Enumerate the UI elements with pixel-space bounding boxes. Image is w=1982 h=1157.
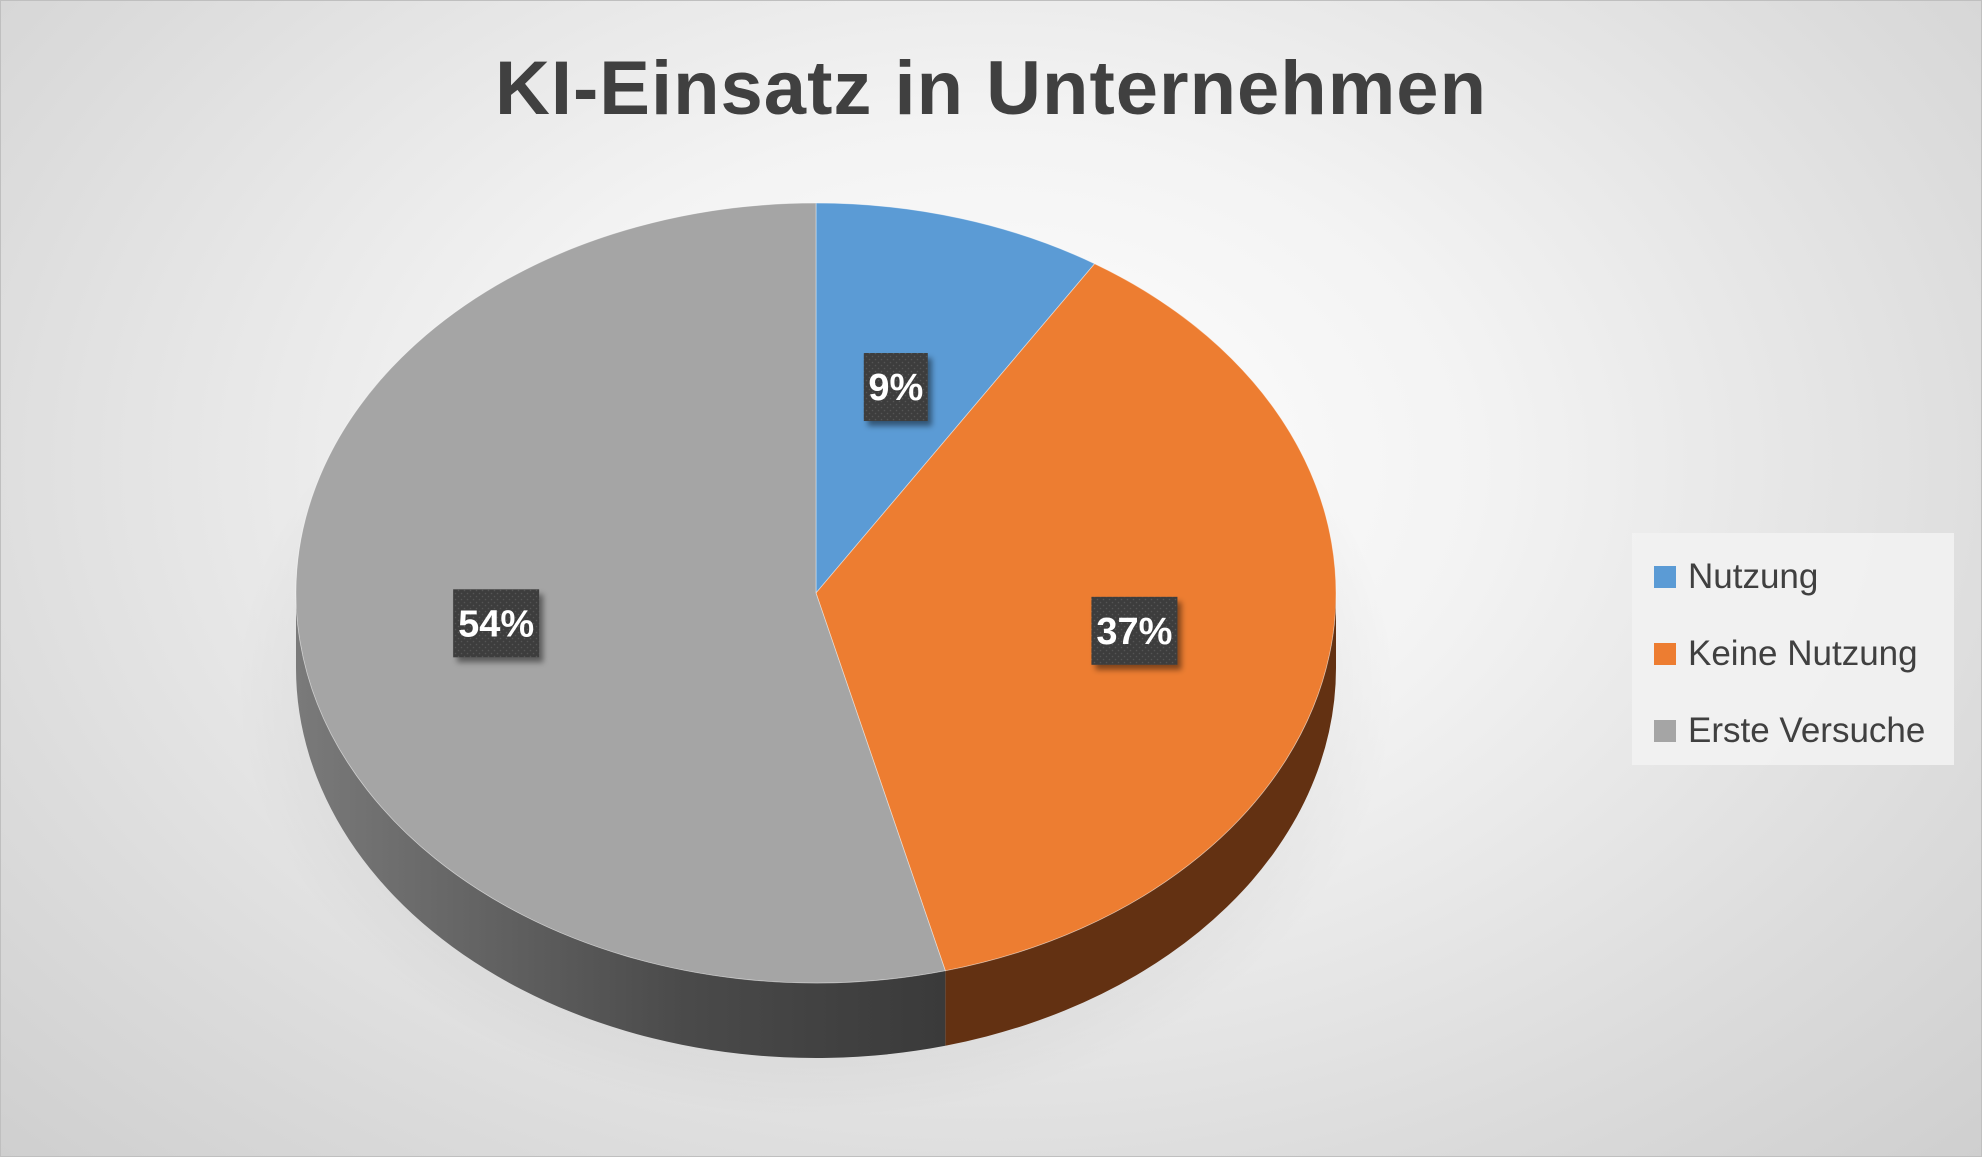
data-label-box <box>863 353 928 422</box>
pie-side-erste-versuche <box>296 593 946 1058</box>
legend-swatch <box>1654 566 1676 588</box>
data-label-nutzung: 9% <box>863 353 928 422</box>
legend-item-nutzung: Nutzung <box>1654 557 1818 597</box>
pie-slice-keine-nutzung <box>815 263 1337 972</box>
legend-item-erste-versuche: Erste Versuche <box>1654 711 1925 751</box>
legend-swatch <box>1654 643 1676 665</box>
data-label-keine-nutzung: 37% <box>1091 596 1178 665</box>
data-label-box <box>1091 596 1178 665</box>
data-label-box <box>453 589 540 658</box>
data-label-erste-versuche: 54% <box>453 589 540 658</box>
pie-slice-nutzung <box>815 202 1096 595</box>
legend-label: Nutzung <box>1688 557 1819 596</box>
data-label-text: 54% <box>458 603 534 645</box>
pie-side-keine-nutzung <box>945 593 1336 1046</box>
pie-slice-erste-versuche <box>295 202 946 984</box>
legend-swatch <box>1654 720 1676 742</box>
legend-label: Keine Nutzung <box>1688 634 1918 673</box>
legend-item-keine-nutzung: Keine Nutzung <box>1654 634 1918 674</box>
chart-title: KI-Einsatz in Unternehmen <box>495 46 1487 131</box>
legend-label: Erste Versuche <box>1688 711 1926 750</box>
data-label-text: 37% <box>1096 611 1172 653</box>
data-label-text: 9% <box>868 367 923 409</box>
legend: Nutzung Keine Nutzung Erste Versuche <box>1632 533 1954 765</box>
